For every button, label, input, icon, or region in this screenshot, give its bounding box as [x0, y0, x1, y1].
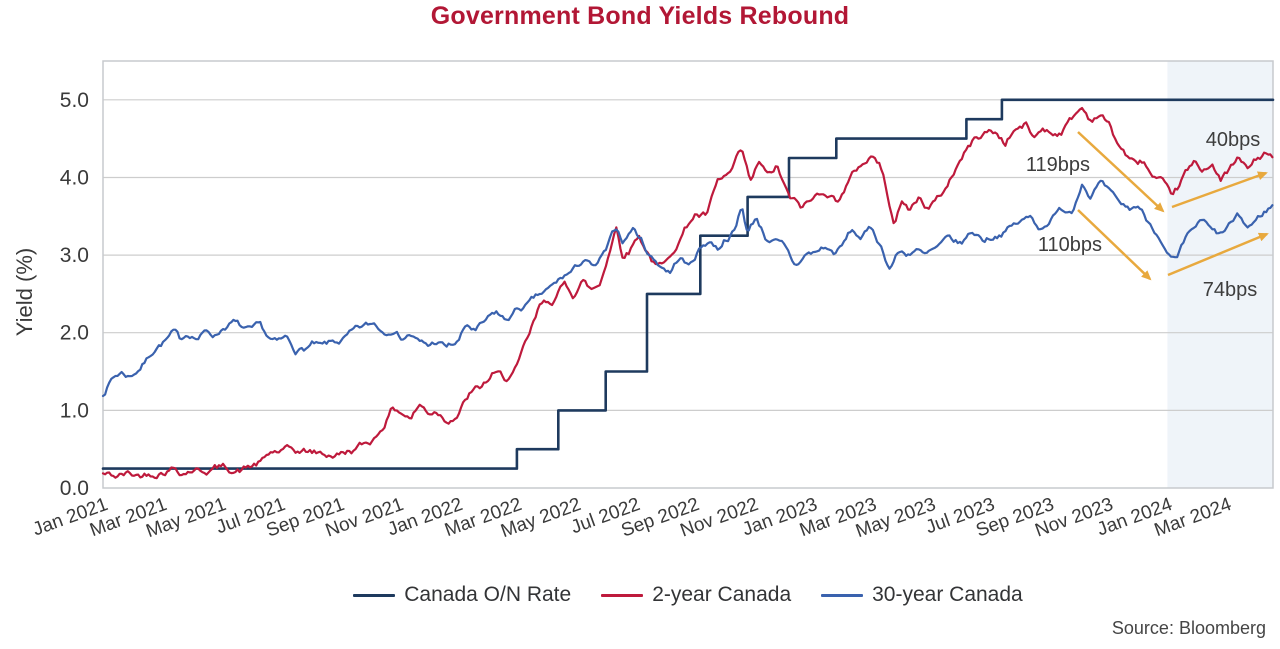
y-tick-label: 2.0: [60, 322, 89, 345]
y-tick-label: 1.0: [60, 399, 89, 422]
highlight-region: [1167, 61, 1273, 488]
annotation-label-40bps: 40bps: [1206, 129, 1261, 151]
annotation-label-119bps: 119bps: [1026, 154, 1090, 176]
legend-label: 30-year Canada: [872, 583, 1023, 606]
y-tick-label: 5.0: [60, 89, 89, 112]
legend-swatch: [353, 593, 396, 597]
legend-swatch: [821, 593, 864, 597]
annotation-arrow-110bps: [1077, 209, 1152, 281]
legend-swatch: [601, 593, 644, 597]
series-line-30-year-canada: [101, 179, 1274, 398]
y-tick-label: 3.0: [60, 244, 89, 267]
legend-label: Canada O/N Rate: [404, 583, 572, 606]
annotation-arrow-119bps: [1077, 131, 1165, 213]
y-tick-label: 4.0: [60, 167, 89, 190]
y-tick-label: 0.0: [60, 477, 89, 500]
annotation-label-74bps: 74bps: [1203, 279, 1258, 301]
series-line-2-year-canada: [101, 106, 1274, 480]
annotation-label-110bps: 110bps: [1038, 234, 1102, 256]
annotation-arrow-40bps: [1171, 171, 1268, 209]
annotation-arrow-74bps: [1167, 232, 1269, 277]
legend-item-2-year-canada: 2-year Canada: [601, 583, 791, 607]
legend: Canada O/N Rate 2-year Canada 30-year Ca…: [103, 580, 1273, 610]
chart-title: Government Bond Yields Rebound: [430, 2, 850, 30]
source-credit: Source: Bloomberg: [1111, 618, 1266, 638]
series-line-canada-o-n-rate: [101, 98, 1275, 470]
y-axis-title: Yield (%): [12, 248, 37, 336]
legend-item-30-year-canada: 30-year Canada: [821, 583, 1023, 607]
legend-item-canada-on-rate: Canada O/N Rate: [353, 583, 571, 607]
legend-label: 2-year Canada: [652, 583, 792, 606]
plot-border: [102, 60, 1274, 489]
